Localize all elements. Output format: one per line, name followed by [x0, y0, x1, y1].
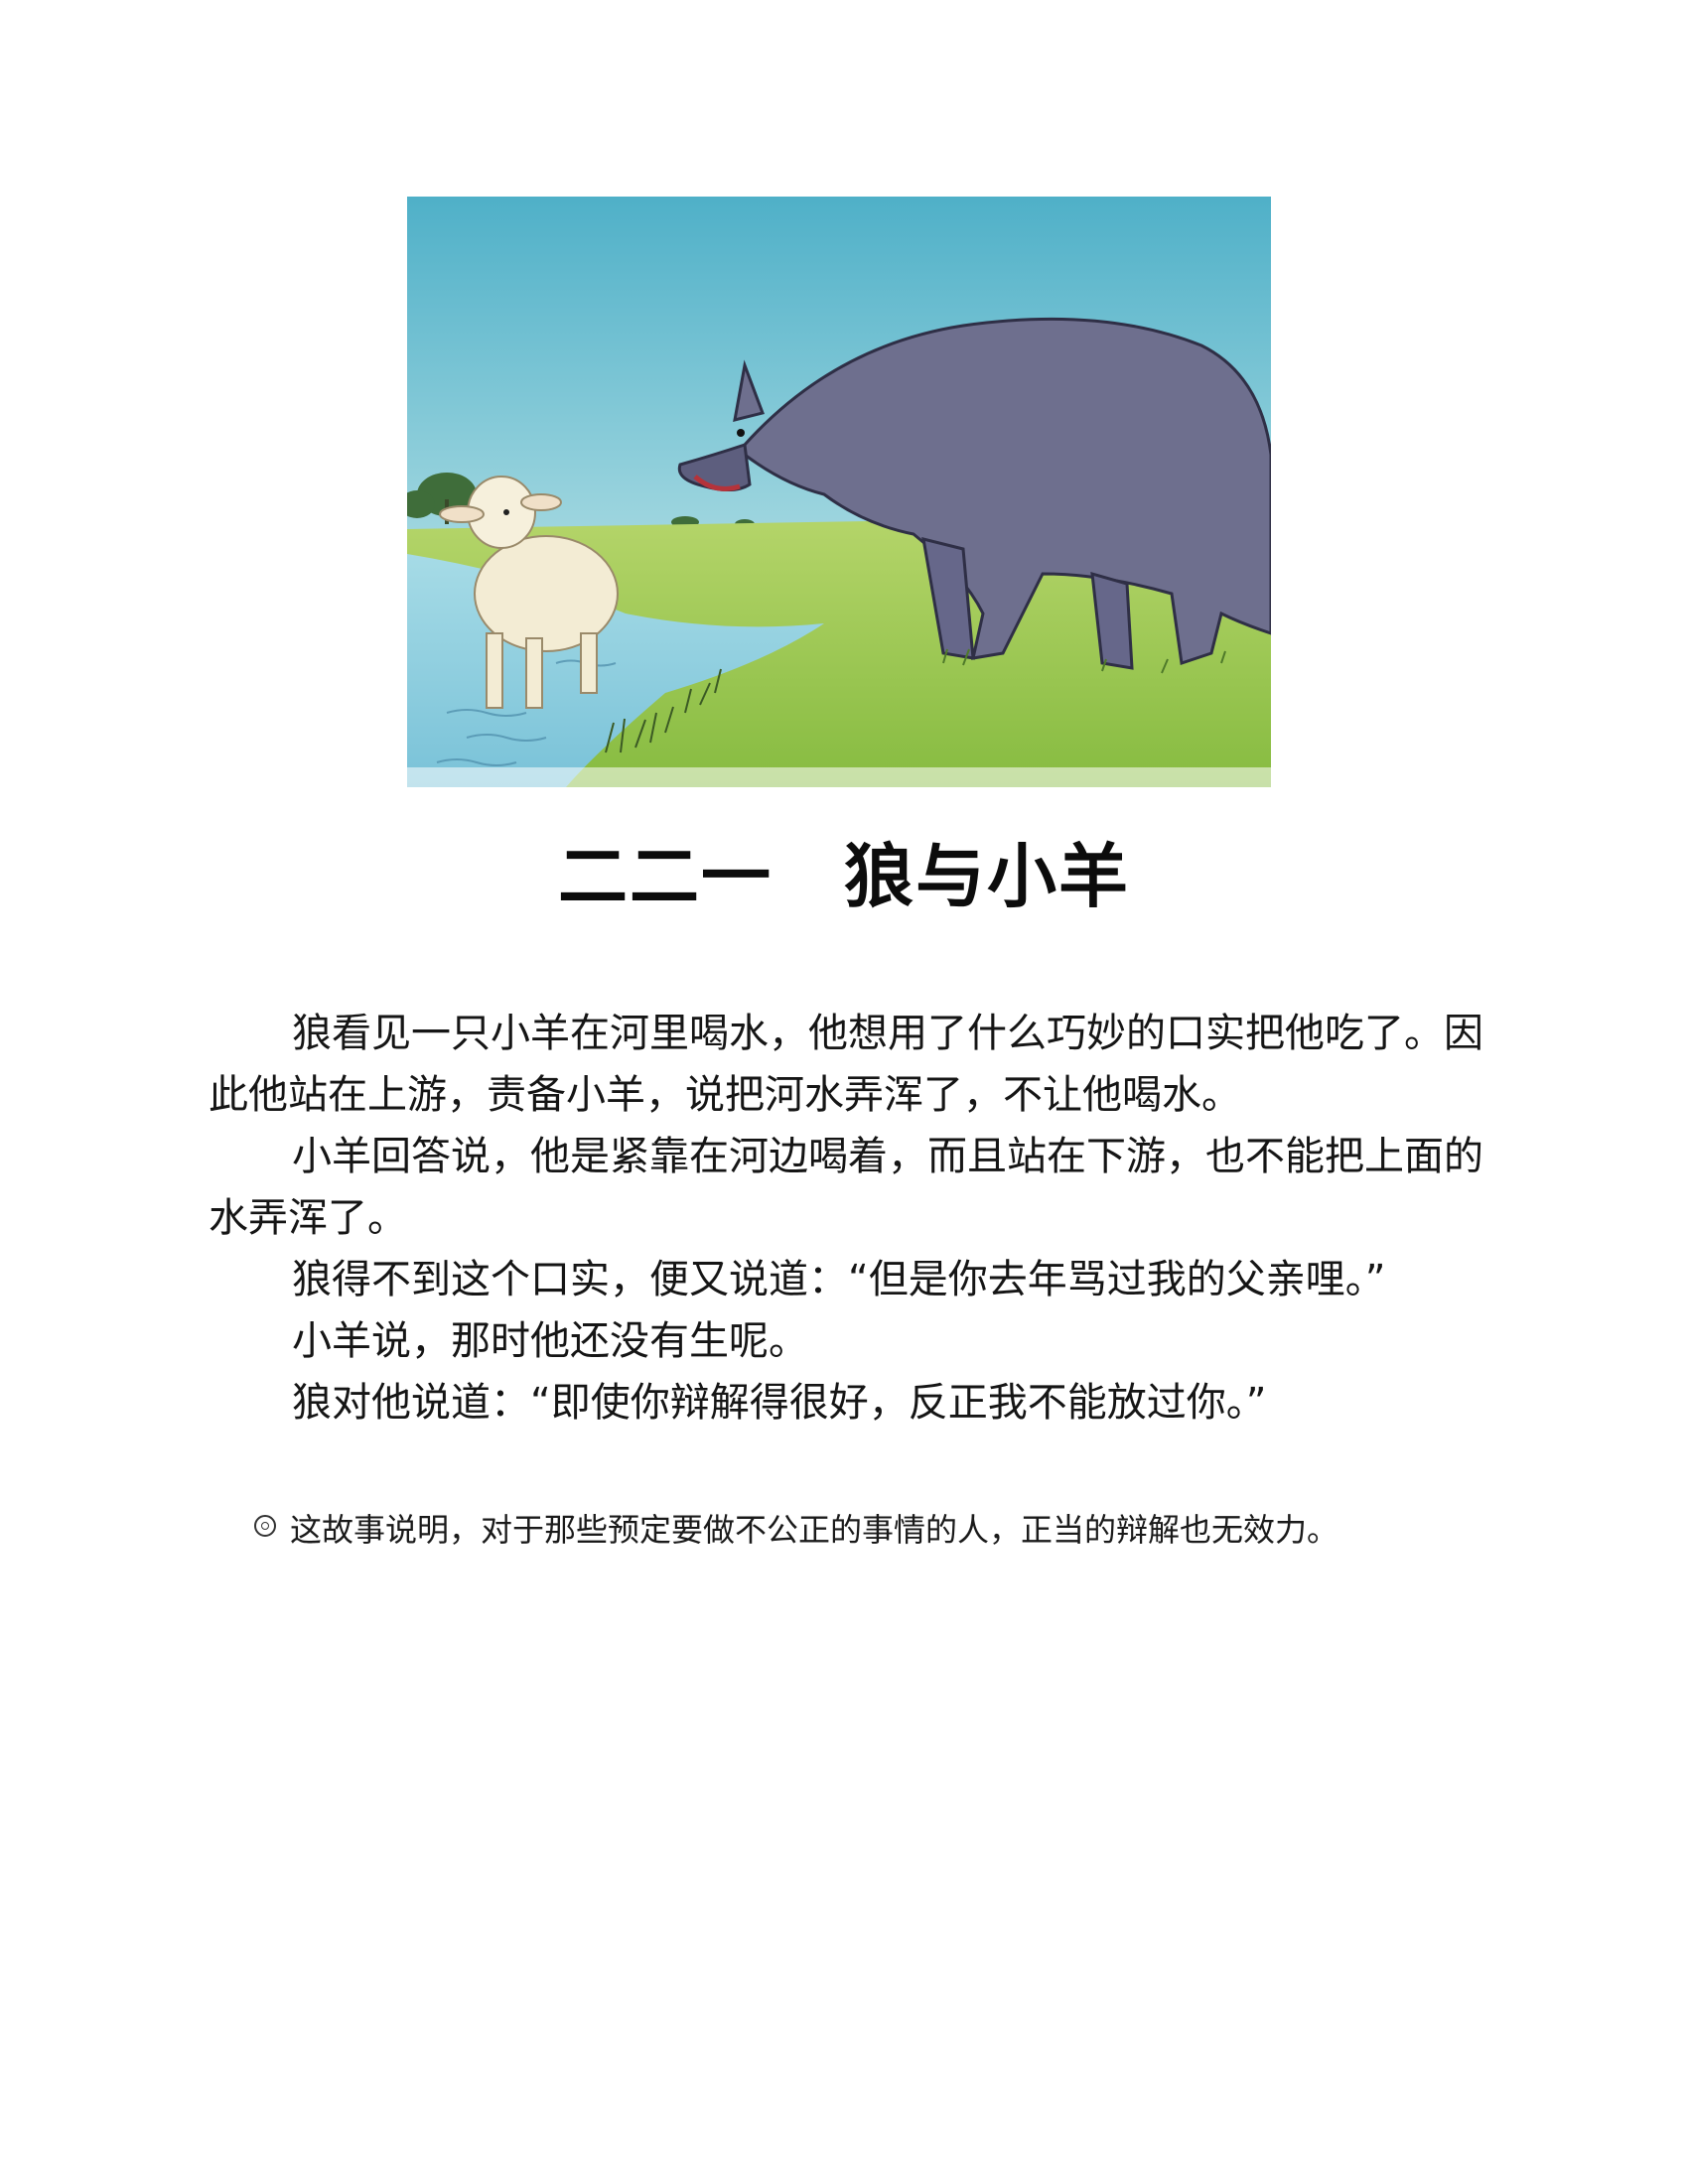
- lamb-figure: [439, 476, 619, 709]
- story-body: 狼看见一只小羊在河里喝水，他想用了什么巧妙的口实把他吃了。因此他站在上游，责备小…: [209, 1003, 1489, 1433]
- wolf-figure: [677, 317, 1271, 670]
- moral-text: 这故事说明，对于那些预定要做不公正的事情的人，正当的辩解也无效力。: [290, 1511, 1339, 1549]
- paragraph: 小羊回答说，他是紧靠在河边喝着，而且站在下游，也不能把上面的水弄浑了。: [209, 1134, 1483, 1241]
- story-title: 二二一 狼与小羊: [558, 836, 1130, 917]
- paragraph: 狼看见一只小羊在河里喝水，他想用了什么巧妙的口实把他吃了。因此他站在上游，责备小…: [209, 1011, 1483, 1118]
- paragraph: 小羊说，那时他还没有生呢。: [292, 1318, 808, 1364]
- paragraph: 狼对他说道：“即使你辩解得很好，反正我不能放过你。”: [292, 1380, 1267, 1426]
- double-circle-bullet-icon: [254, 1515, 276, 1537]
- wolf-and-lamb-illustration: [407, 197, 1271, 787]
- bank-grass: [605, 668, 722, 753]
- paragraph: 狼得不到这个口实，便又说道：“但是你去年骂过我的父亲哩。”: [292, 1257, 1386, 1302]
- story-moral: 这故事说明，对于那些预定要做不公正的事情的人，正当的辩解也无效力。: [254, 1507, 1495, 1553]
- faded-edge: [407, 767, 1271, 787]
- ground-grass: [942, 648, 1226, 674]
